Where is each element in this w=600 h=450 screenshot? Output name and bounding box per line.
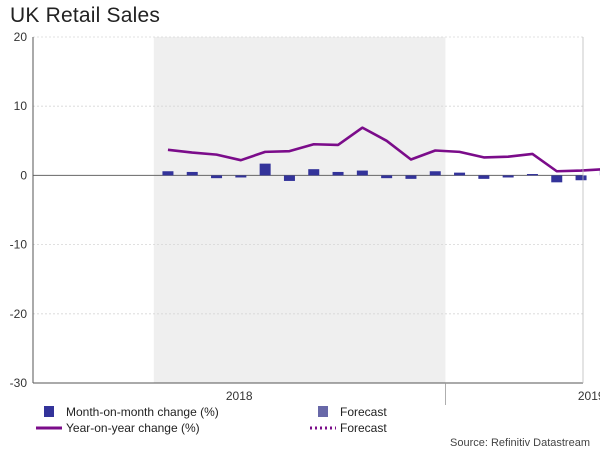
- mom-bars: [162, 163, 600, 183]
- y-tick-label: -30: [10, 376, 28, 390]
- mom-bar: [186, 171, 198, 176]
- mom-bar: [575, 175, 587, 181]
- y-tick-label: -10: [10, 238, 28, 252]
- mom-bar: [356, 170, 368, 176]
- legend: Month-on-month change (%) Forecast Year-…: [36, 405, 387, 435]
- x-year-label-2019: 2019: [578, 389, 600, 403]
- axes: [32, 37, 584, 384]
- legend-yoy-label: Year-on-year change (%): [66, 421, 200, 435]
- y-axis-ticks: 20 10 0 -10 -20 -30: [10, 30, 28, 390]
- mom-bar: [429, 171, 441, 176]
- x-axis-year-labels: 201820192020: [226, 383, 600, 405]
- mom-bar: [259, 163, 271, 176]
- legend-yoy-forecast-label: Forecast: [340, 421, 387, 435]
- mom-bar: [551, 175, 563, 183]
- yoy-lines: [167, 126, 600, 173]
- mom-bar: [526, 174, 538, 176]
- mom-bar: [332, 171, 344, 176]
- mom-bar: [478, 175, 490, 179]
- y-tick-label: 0: [20, 168, 27, 182]
- chart-title: UK Retail Sales: [10, 4, 161, 27]
- mom-bar: [381, 175, 393, 179]
- shade-2018: [153, 37, 446, 383]
- legend-mom-forecast-swatch: [318, 406, 328, 417]
- mom-bar: [502, 175, 514, 178]
- mom-bar: [235, 175, 247, 178]
- legend-mom-forecast-label: Forecast: [340, 405, 387, 419]
- y-tick-label: 20: [14, 30, 28, 44]
- mom-bar: [283, 175, 295, 181]
- y-tick-label: 10: [14, 99, 28, 113]
- yoy-line: [167, 126, 600, 173]
- x-year-label-2018: 2018: [226, 389, 253, 403]
- legend-mom-swatch: [44, 406, 54, 417]
- mom-bar: [162, 171, 174, 176]
- mom-bar: [405, 175, 417, 179]
- source-note: Source: Refinitiv Datastream: [450, 437, 590, 449]
- gridlines: [33, 36, 583, 384]
- y-tick-label: -20: [10, 307, 28, 321]
- mom-bar: [454, 172, 466, 176]
- mom-bar: [211, 175, 223, 179]
- year-shading: [153, 37, 446, 383]
- legend-mom-label: Month-on-month change (%): [66, 405, 219, 419]
- mom-bar: [308, 169, 320, 176]
